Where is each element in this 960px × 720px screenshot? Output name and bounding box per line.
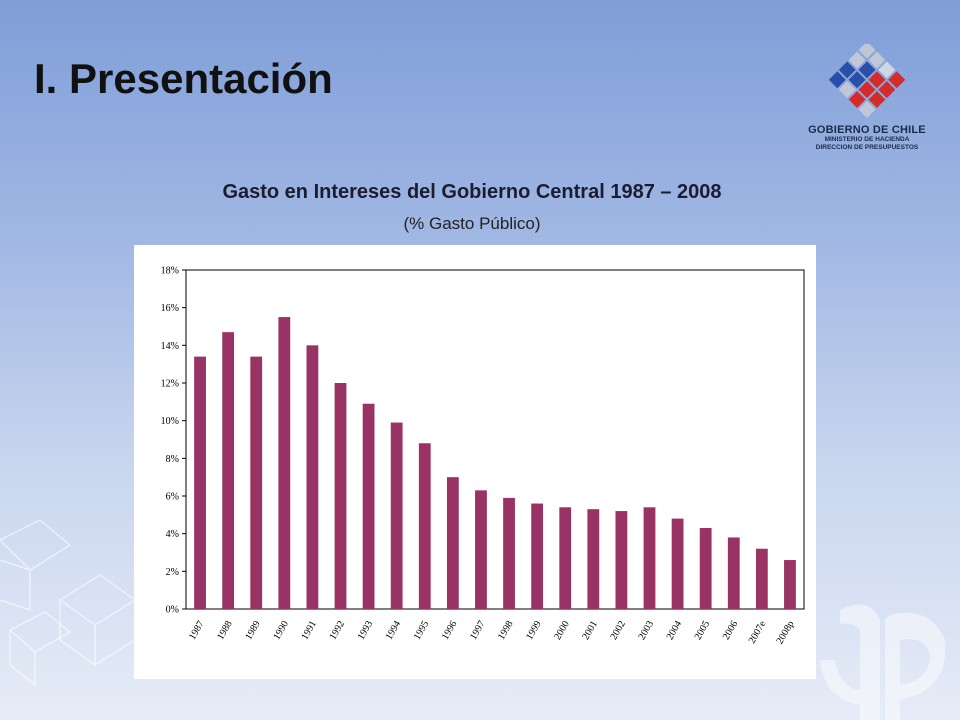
bar	[446, 477, 459, 609]
y-tick-label: 12%	[161, 379, 179, 390]
bar	[615, 511, 628, 609]
x-tick-label: 1992	[328, 619, 348, 642]
bar	[278, 317, 291, 609]
x-tick-label: 2004	[665, 619, 685, 642]
bar	[334, 383, 347, 609]
chart-subtitle: (% Gasto Público)	[403, 214, 541, 233]
bar	[390, 422, 403, 609]
bar	[418, 443, 431, 609]
logo-line-government: GOBIERNO DE CHILE	[808, 124, 926, 136]
bar	[475, 490, 487, 609]
x-tick-label: 2008p	[775, 619, 797, 646]
x-tick-label: 1994	[384, 619, 404, 642]
slide-title: I. Presentación	[34, 55, 333, 102]
x-tick-label: 1999	[524, 619, 544, 642]
x-tick-label: 2003	[637, 619, 657, 642]
logo-line-ministry: MINISTERIO DE HACIENDA	[824, 136, 910, 143]
bar-chart: 0% 2% 4% 6% 8% 10% 12% 14% 16% 18% 1987 1988 1989 199…	[161, 266, 805, 646]
y-tick-label: 0%	[166, 605, 179, 616]
logo-caption: GOBIERNO DE CHILE MINISTERIO DE HACIENDA…	[806, 124, 928, 152]
bar	[250, 356, 263, 609]
chart-panel: 0% 2% 4% 6% 8% 10% 12% 14% 16% 18% 1987 1988 1989 199…	[134, 245, 816, 679]
bar	[671, 518, 684, 609]
y-tick-label: 8%	[166, 454, 179, 465]
bar	[699, 528, 712, 609]
y-tick-label: 2%	[166, 567, 179, 578]
bar	[784, 560, 796, 609]
y-tick-label: 4%	[166, 529, 179, 540]
bar	[587, 509, 600, 609]
x-tick-label: 1991	[299, 619, 319, 642]
bar	[222, 332, 235, 609]
x-tick-label: 2000	[552, 619, 572, 642]
bar	[727, 537, 740, 609]
chart-title: Gasto en Intereses del Gobierno Central …	[222, 181, 722, 203]
y-tick-label: 14%	[161, 341, 179, 352]
x-tick-label: 2001	[580, 619, 600, 642]
x-tick-label: 1990	[271, 619, 291, 642]
x-tick-label: 2005	[693, 619, 713, 642]
bar	[643, 507, 656, 609]
x-tick-label: 2007e	[747, 619, 769, 646]
plot-frame	[185, 269, 805, 610]
x-tick-label: 2002	[608, 619, 628, 642]
bar	[755, 548, 768, 609]
x-tick-label: 1996	[440, 619, 460, 642]
y-tick-label: 6%	[166, 492, 179, 503]
x-tick-label: 1995	[412, 619, 432, 642]
bar	[559, 507, 572, 609]
x-tick-label: 2006	[721, 619, 741, 642]
x-tick-label: 1989	[243, 619, 263, 642]
y-tick-label: 18%	[161, 266, 179, 277]
x-tick-label: 1987	[187, 619, 207, 642]
y-tick-label: 10%	[161, 416, 179, 427]
gobierno-de-chile-logo	[828, 44, 906, 118]
x-tick-label: 1988	[215, 619, 235, 642]
bar	[531, 503, 544, 609]
x-tick-label: 1993	[356, 619, 376, 642]
x-tick-label: 1997	[468, 619, 488, 642]
logo-line-directorate: DIRECCION DE PRESUPUESTOS	[815, 144, 919, 151]
y-tick-label: 16%	[161, 303, 179, 314]
x-tick-label: 1998	[496, 619, 516, 642]
bar	[306, 345, 319, 609]
bar	[503, 497, 515, 609]
bar	[362, 403, 375, 609]
bar	[194, 356, 206, 609]
